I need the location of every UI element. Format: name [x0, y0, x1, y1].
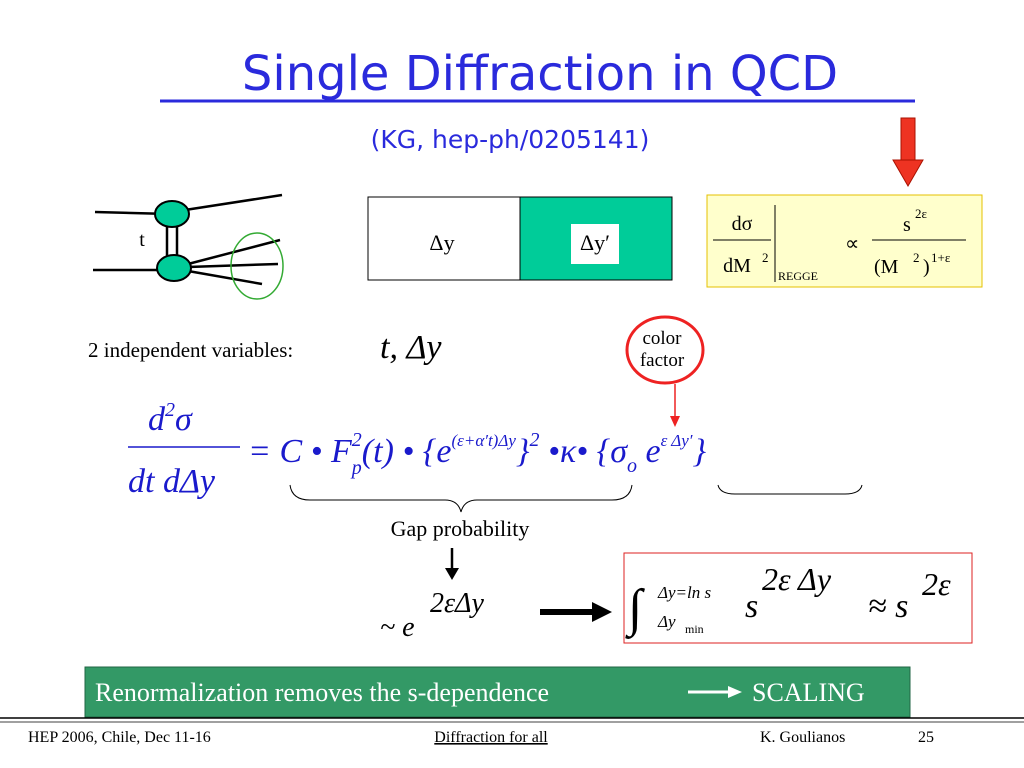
subtitle: (KG, hep-ph/0205141) [371, 125, 650, 154]
exponent: 2ε [915, 206, 928, 221]
subscript: REGGE [778, 269, 818, 283]
exp: 2 [352, 429, 362, 451]
exponent: 2ε [922, 566, 951, 602]
exponent: 2 [762, 250, 769, 265]
lhs-num: d2σ [148, 399, 193, 438]
rhs: = C • F2 p(t) • {e(ε+α′t)Δy}2 •κ• {σo eε … [248, 429, 706, 479]
color-factor: factor [640, 350, 685, 371]
sub: o [627, 455, 637, 477]
variables-label: 2 independent variables: [88, 338, 293, 362]
pointer-head [670, 416, 680, 427]
sym: } [692, 433, 706, 470]
footer-center: Diffraction for all [434, 729, 548, 746]
feynman-diagram [93, 193, 284, 300]
box-label: Δy [429, 230, 454, 255]
color-factor: color [642, 328, 682, 349]
footer-right: K. Goulianos [760, 729, 845, 746]
gap-label: Gap probability [391, 516, 530, 541]
exp: (ε+α′t)Δy [451, 431, 516, 450]
frac-num: dσ [732, 213, 753, 235]
color-factor-circle [625, 315, 705, 385]
frac-den: dM [723, 255, 751, 277]
exp: 2 [165, 399, 175, 421]
s: s [903, 214, 911, 236]
lower-sub: min [685, 622, 704, 636]
arrow-head [445, 568, 459, 580]
lhs-den: dt dΔy [128, 463, 216, 500]
exponent: 2 [913, 250, 920, 265]
banner-text: SCALING [752, 678, 865, 707]
exp: ε Δy′ [661, 431, 693, 450]
box-label: Δy′ [580, 230, 610, 255]
gap-expr-exp: 2εΔy [430, 588, 484, 619]
integral-box: ∫ Δy=ln s Δy min s 2ε Δy ≈ s 2ε [623, 552, 973, 644]
sym: e [436, 433, 451, 470]
s: s [745, 588, 758, 625]
brace [289, 484, 633, 513]
big-arrow-head [592, 602, 612, 622]
lower: Δy [657, 612, 676, 631]
exp: 2 [529, 429, 539, 451]
banner [84, 666, 911, 718]
banner-text: Renormalization removes the s-dependence [95, 678, 549, 707]
gap-expr: ~ e [380, 612, 415, 643]
variables: t, Δy [380, 329, 442, 366]
gap-box [367, 196, 521, 281]
m-close: ) [923, 256, 930, 278]
diagram-label: t [139, 229, 145, 251]
sym: e [637, 433, 661, 470]
banner-arrow-head [728, 686, 742, 698]
sym: σ [175, 401, 193, 438]
page-number: 25 [918, 729, 934, 746]
brace [717, 484, 863, 495]
integral: ∫ [625, 580, 645, 639]
title: Single Diffraction in QCD [242, 46, 838, 102]
approx: ≈ s [868, 588, 908, 625]
m: (M [874, 256, 899, 278]
sym: d [148, 401, 166, 438]
proportional: ∝ [845, 233, 859, 255]
red-arrow [892, 117, 924, 188]
footer-left: HEP 2006, Chile, Dec 11-16 [28, 729, 211, 746]
sym: = C • F [248, 433, 353, 470]
exponent: 2ε Δy [762, 561, 832, 597]
upper: Δy=ln s [657, 583, 711, 602]
sym: } [516, 433, 530, 470]
regge-formula: dσ dM 2 REGGE ∝ s 2ε (M 2 ) 1+ε [706, 194, 983, 288]
sym: (t) • { [362, 433, 437, 470]
sym: •κ• {σ [539, 433, 628, 470]
main-equation: d2σ dt dΔy = C • F2 p(t) • {e(ε+α′t)Δy}2 … [128, 399, 706, 500]
label-bg [571, 224, 619, 264]
exponent: 1+ε [931, 250, 951, 265]
sub: p [350, 457, 362, 479]
